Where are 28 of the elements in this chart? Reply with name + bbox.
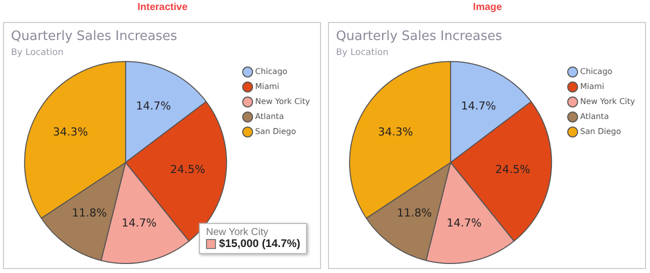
- text: Image: [472, 2, 503, 13]
- data-label: 24.5%: [495, 163, 530, 176]
- chart-subtitle: By Location: [336, 48, 388, 58]
- legend-label: New York City: [255, 97, 310, 106]
- legend-label: San Diego: [580, 127, 622, 136]
- data-label: 11.8%: [72, 206, 107, 220]
- data-label: 14.7%: [122, 216, 157, 230]
- data-label: 34.3%: [52, 126, 88, 139]
- chart-title: Quarterly Sales Increases: [336, 29, 502, 44]
- data-label: 11.8%: [396, 206, 432, 220]
- legend-label: Miami: [255, 82, 280, 92]
- legend-label: Atlanta: [255, 112, 284, 122]
- data-label: 14.7%: [446, 216, 482, 230]
- data-label: 24.5%: [170, 163, 206, 176]
- text: New York City: [206, 227, 270, 238]
- chart-title: Quarterly Sales Increases: [11, 29, 178, 44]
- data-label: 14.7%: [460, 99, 496, 112]
- data-label: 34.3%: [378, 126, 413, 139]
- chart-subtitle: By Location: [11, 48, 64, 58]
- text: $15,000 (14.7%): [219, 238, 300, 250]
- text: Interactive: [136, 2, 189, 13]
- legend-label: New York City: [580, 97, 636, 106]
- legend-label: Chicago: [580, 67, 612, 76]
- legend-label: Atlanta: [580, 112, 609, 122]
- legend-label: San Diego: [255, 127, 296, 136]
- legend-label: Miami: [580, 82, 604, 92]
- legend-label: Chicago: [255, 67, 288, 76]
- data-label: 14.7%: [136, 99, 171, 112]
